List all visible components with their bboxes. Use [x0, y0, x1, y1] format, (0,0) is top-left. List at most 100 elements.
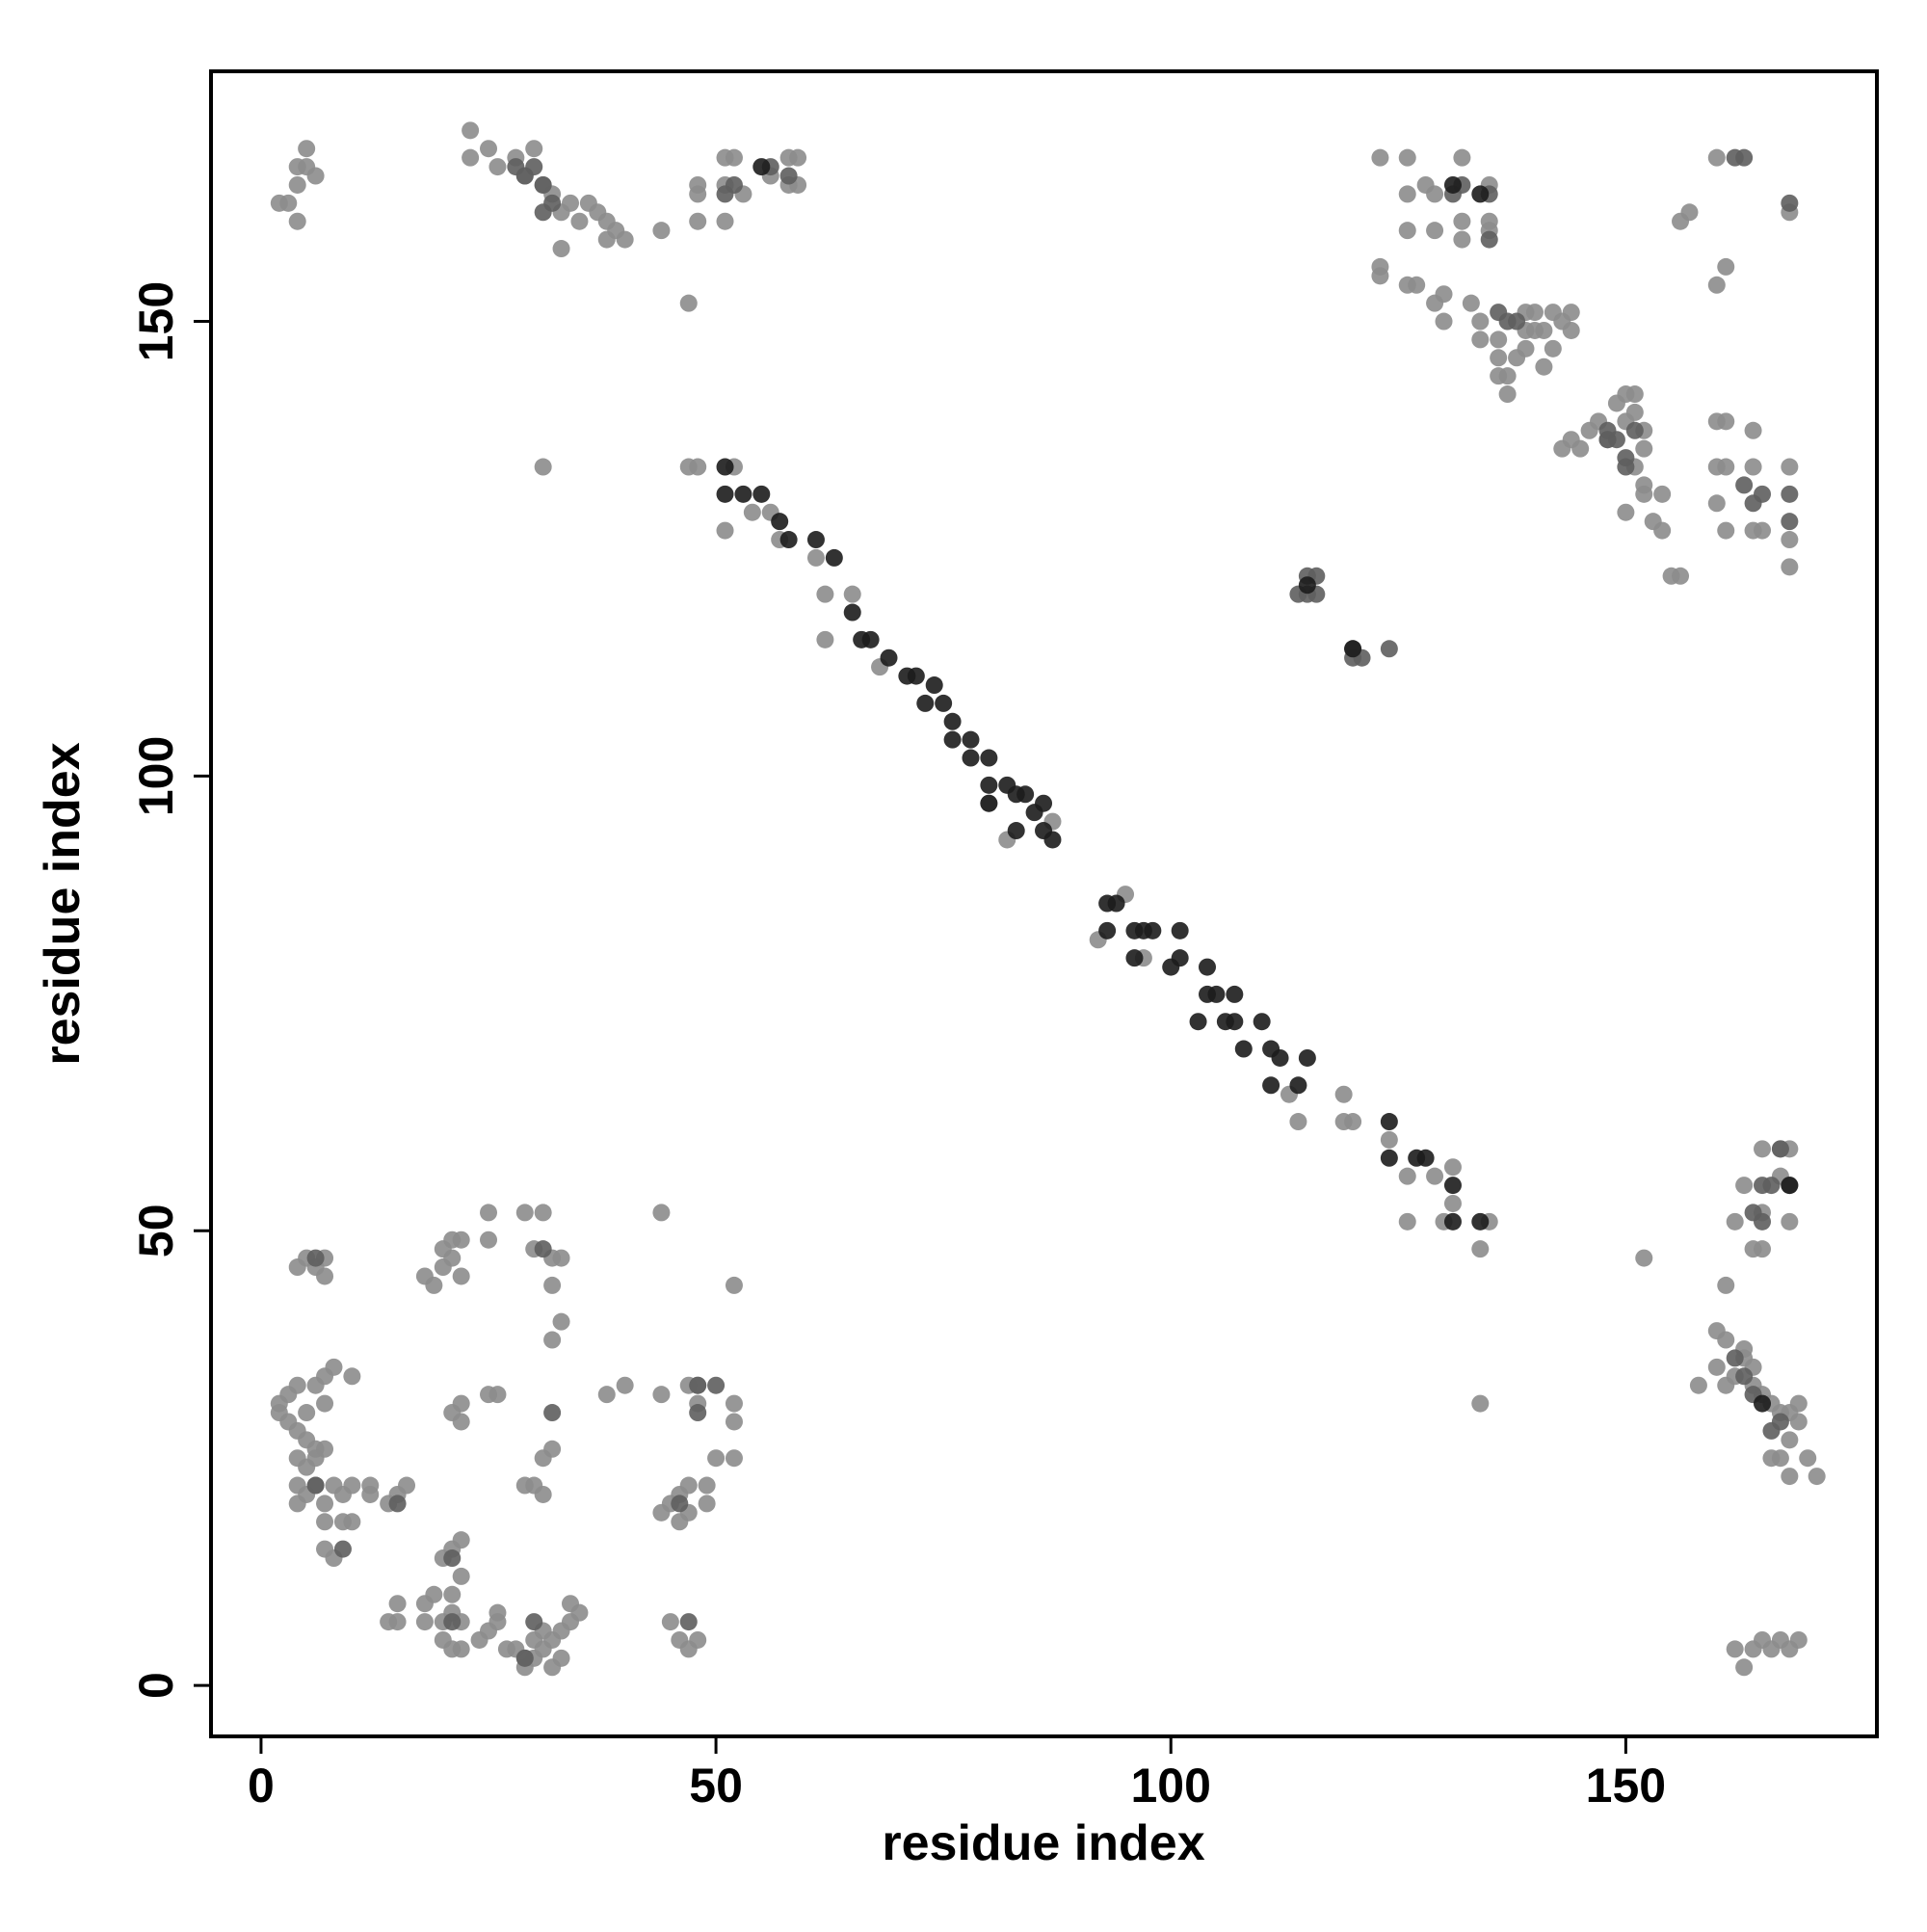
point: [480, 140, 498, 158]
point: [488, 1386, 507, 1404]
point: [806, 548, 825, 567]
point: [1435, 285, 1453, 304]
point: [725, 148, 743, 167]
point: [1226, 1013, 1244, 1031]
point: [1717, 1276, 1735, 1294]
point: [1754, 521, 1772, 540]
point: [1598, 421, 1617, 439]
x-tick-label: 150: [1586, 1759, 1666, 1813]
point: [1125, 949, 1144, 967]
point: [689, 212, 707, 230]
point: [962, 749, 980, 767]
point: [552, 1249, 570, 1267]
point: [616, 1376, 634, 1394]
point: [306, 167, 325, 185]
point: [1726, 1349, 1744, 1367]
point: [1490, 304, 1508, 322]
point: [1635, 439, 1653, 458]
point: [1535, 321, 1553, 339]
point: [698, 1476, 716, 1495]
point: [1380, 1149, 1398, 1167]
point: [1781, 485, 1799, 503]
point: [1625, 385, 1644, 404]
point: [962, 730, 980, 749]
point: [398, 1476, 416, 1495]
point: [1571, 439, 1590, 458]
point: [1471, 185, 1490, 203]
point: [1808, 1468, 1826, 1486]
point: [534, 458, 552, 476]
point: [716, 521, 734, 540]
point: [388, 1495, 407, 1513]
point: [689, 1630, 707, 1649]
point: [1735, 1177, 1754, 1195]
point: [1726, 1640, 1744, 1658]
point: [980, 776, 998, 794]
point: [652, 1204, 671, 1222]
point: [1471, 1394, 1490, 1413]
point: [725, 1394, 743, 1413]
point: [1398, 1167, 1416, 1185]
y-axis-label: residue index: [35, 742, 91, 1065]
point: [652, 1386, 671, 1404]
point: [1426, 1167, 1444, 1185]
point: [1480, 212, 1498, 230]
point: [1426, 222, 1444, 240]
point: [343, 1513, 361, 1531]
point: [462, 148, 480, 167]
point: [661, 1613, 679, 1631]
point: [725, 1276, 743, 1294]
point: [288, 212, 306, 230]
point: [570, 1603, 589, 1622]
y-tick-label: 50: [129, 1204, 183, 1257]
point: [1781, 1212, 1799, 1231]
x-tick-label: 100: [1131, 1759, 1211, 1813]
point: [425, 1585, 443, 1603]
point: [707, 1376, 726, 1394]
point: [1781, 458, 1799, 476]
point: [1298, 576, 1316, 595]
point: [1799, 1449, 1817, 1468]
point: [1490, 349, 1508, 367]
point: [1762, 1177, 1781, 1195]
point: [689, 175, 707, 194]
point: [1443, 175, 1462, 194]
point: [1707, 276, 1726, 294]
point: [343, 1367, 361, 1386]
point: [443, 1613, 462, 1631]
point: [861, 630, 880, 648]
point: [561, 194, 579, 212]
point: [288, 175, 306, 194]
point: [1498, 367, 1517, 385]
point: [462, 121, 480, 140]
point: [316, 1513, 334, 1531]
point: [1471, 1240, 1490, 1258]
point: [1672, 567, 1690, 585]
point: [1398, 185, 1416, 203]
point: [552, 1312, 570, 1331]
point: [616, 230, 634, 249]
point: [443, 1549, 462, 1568]
point: [1707, 148, 1726, 167]
point: [1735, 1367, 1754, 1386]
point: [333, 1540, 352, 1558]
point: [1781, 558, 1799, 576]
point: [671, 1495, 689, 1513]
point: [816, 585, 834, 603]
point: [552, 1649, 570, 1667]
point: [1525, 304, 1544, 322]
point: [288, 1376, 306, 1394]
point: [425, 1276, 443, 1294]
point: [1253, 1013, 1271, 1031]
point: [779, 167, 798, 185]
point: [480, 1231, 498, 1249]
point: [679, 1476, 698, 1495]
point: [679, 1613, 698, 1631]
point: [1680, 203, 1699, 222]
point: [452, 1531, 470, 1549]
point: [1107, 894, 1125, 913]
point: [543, 1404, 562, 1422]
point: [343, 1476, 361, 1495]
point: [779, 531, 798, 549]
point: [1471, 312, 1490, 331]
